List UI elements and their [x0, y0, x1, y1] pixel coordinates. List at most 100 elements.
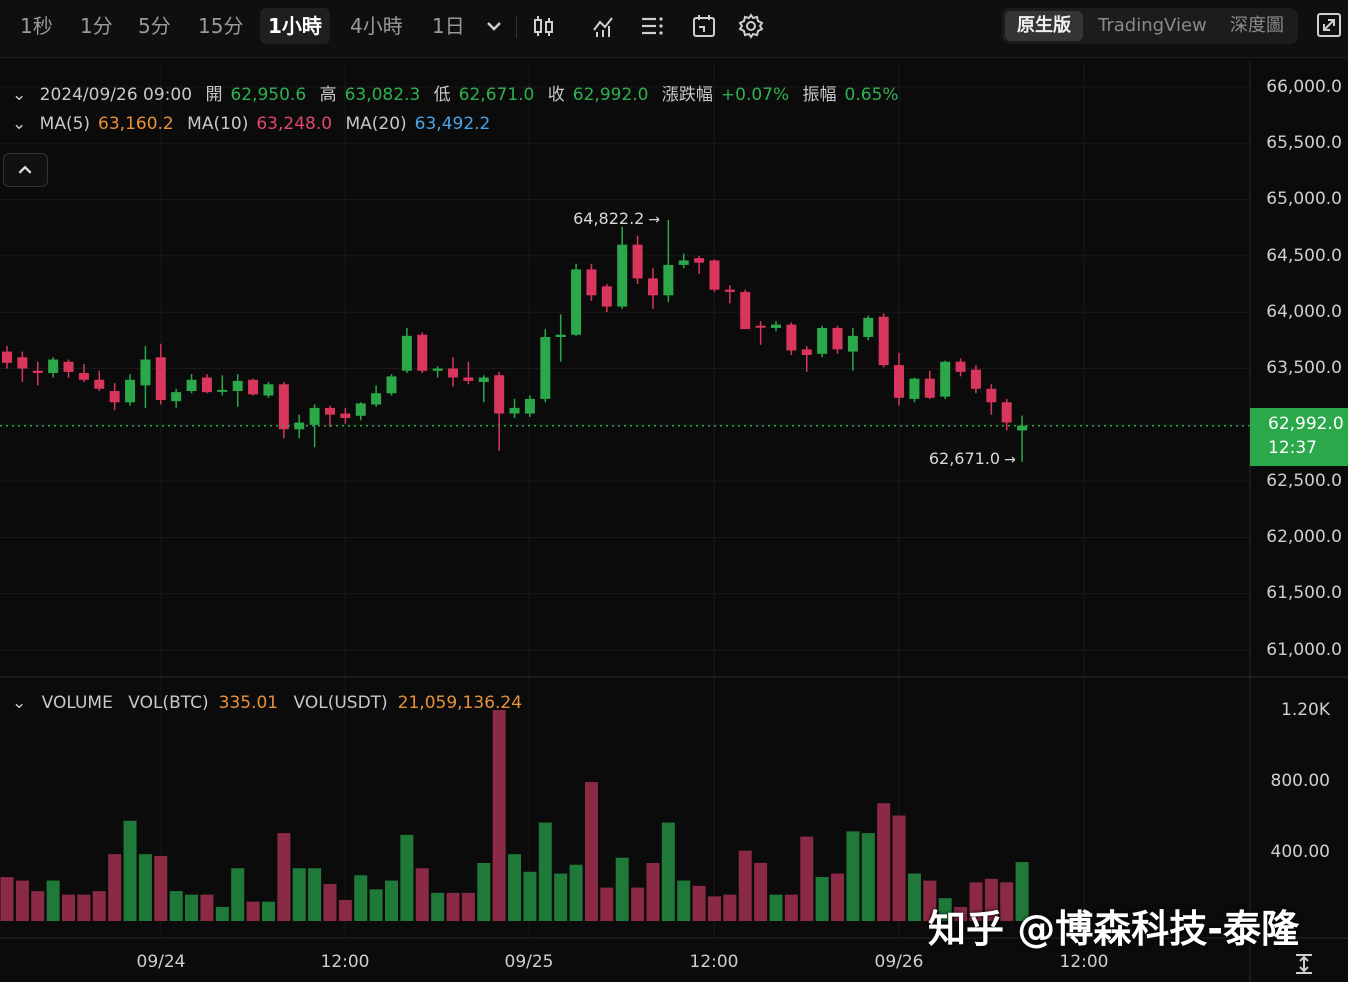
volume-collapse-chevron-icon[interactable]: ⌄ [12, 693, 27, 713]
timeframe-1h[interactable]: 1小時 [260, 8, 330, 44]
volume-bar [554, 873, 568, 921]
ohlc-row: ⌄ 2024/09/26 09:00 開 62,950.6 高 63,082.3 低… [12, 80, 907, 105]
volume-bar [77, 894, 91, 921]
timeframe-15m[interactable]: 15分 [198, 14, 244, 38]
volume-bar [1015, 862, 1029, 921]
volume-bar [646, 862, 660, 921]
volume-bar [354, 875, 368, 921]
volume-title: VOLUME [41, 693, 113, 713]
candle-body [217, 389, 228, 392]
ma20-value: 63,492.2 [414, 114, 491, 134]
candle-body [617, 244, 628, 307]
candle-body [678, 260, 689, 265]
volume-bar [861, 833, 875, 921]
volume-bar [0, 877, 14, 921]
volume-bar [261, 901, 275, 921]
ma-collapse-chevron-icon[interactable]: ⌄ [12, 114, 27, 134]
candle-body [417, 334, 428, 371]
candle-body [186, 379, 197, 392]
price-axis-label: 63,500.0 [1266, 358, 1342, 378]
volume-bar [723, 894, 737, 921]
volume-bar [62, 894, 76, 921]
volume-bar [769, 894, 783, 921]
volume-bar [323, 884, 337, 921]
candle-body [386, 376, 397, 394]
volume-bar [846, 831, 860, 921]
chart-grid [0, 62, 1250, 938]
timeframe-1s[interactable]: 1秒 [20, 14, 53, 38]
candle-type-icon[interactable] [530, 12, 558, 40]
ma10-value: 63,248.0 [256, 114, 333, 134]
candle-body [632, 244, 643, 279]
view-tradingview[interactable]: TradingView [1098, 15, 1207, 36]
more-timeframes-chevron-icon[interactable] [480, 12, 508, 40]
timeframe-1m[interactable]: 1分 [80, 14, 113, 38]
candle-body [847, 335, 858, 352]
timeframe-4h[interactable]: 4小時 [350, 14, 403, 38]
candle-body [1017, 425, 1028, 431]
settings-gear-icon[interactable] [737, 12, 765, 40]
price-axis-label: 65,500.0 [1266, 133, 1342, 153]
candle-body [340, 413, 351, 419]
volume-bar [938, 898, 952, 921]
fullscreen-icon[interactable] [1316, 12, 1342, 38]
candle-body [78, 373, 89, 380]
volume-bar [615, 857, 629, 921]
candle-body [509, 407, 520, 414]
candle-body [171, 392, 182, 402]
ma5-label: MA(5) [39, 114, 91, 134]
candle-body [724, 289, 735, 292]
ohlc-collapse-chevron-icon[interactable]: ⌄ [12, 85, 27, 105]
price-axis-label: 64,500.0 [1266, 246, 1342, 266]
volume-bar [338, 899, 352, 921]
candle-body [248, 379, 259, 395]
volume-bar [692, 885, 706, 921]
candle-body [232, 380, 243, 392]
volume-bar [385, 880, 398, 921]
volume-bar [46, 880, 60, 921]
price-axis-label: 65,000.0 [1266, 189, 1342, 209]
open-value: 62,950.6 [230, 85, 307, 105]
ohlc-datetime: 2024/09/26 09:00 [39, 85, 193, 105]
price-axis-label: 66,000.0 [1266, 77, 1342, 97]
calendar-icon[interactable] [690, 12, 718, 40]
price-axis-label: 62,000.0 [1266, 527, 1342, 547]
candle-body [863, 317, 874, 337]
volume-bar [907, 873, 921, 921]
vol-btc-value: 335.01 [218, 693, 279, 713]
timeframe-5m[interactable]: 5分 [138, 14, 171, 38]
candle-body [263, 384, 274, 396]
volume-bar [369, 889, 383, 921]
volume-bar [246, 901, 260, 921]
candle-body [909, 378, 920, 399]
candle-body [601, 286, 612, 307]
view-depth[interactable]: 深度圖 [1230, 15, 1284, 36]
volume-bar [892, 815, 906, 921]
low-marker: 62,671.0 [929, 449, 1000, 468]
candle-body [970, 369, 981, 389]
candle-body [955, 361, 966, 372]
volume-bar [277, 833, 291, 921]
volume-bar [415, 868, 429, 921]
candle-body [524, 398, 535, 414]
time-axis-label: 12:00 [1059, 952, 1109, 972]
candle-body [294, 422, 305, 430]
candle-body [647, 278, 658, 296]
change-label: 漲跌幅 [661, 85, 713, 105]
volume-bar [831, 873, 845, 921]
candle-body [740, 291, 751, 330]
volume-bar [754, 862, 768, 921]
indicators-icon[interactable] [590, 12, 618, 40]
list-settings-icon[interactable] [638, 12, 666, 40]
volume-bar [292, 868, 306, 921]
volume-bar [477, 862, 491, 921]
candle-body [109, 391, 120, 403]
candle-body [155, 357, 166, 401]
timeframe-1d[interactable]: 1日 [432, 14, 465, 38]
scale-reset-icon[interactable] [1292, 952, 1316, 976]
collapse-indicators-button[interactable] [3, 153, 48, 187]
view-native[interactable]: 原生版 [1005, 11, 1083, 41]
volume-bar [954, 906, 968, 921]
candle-body [709, 260, 720, 290]
